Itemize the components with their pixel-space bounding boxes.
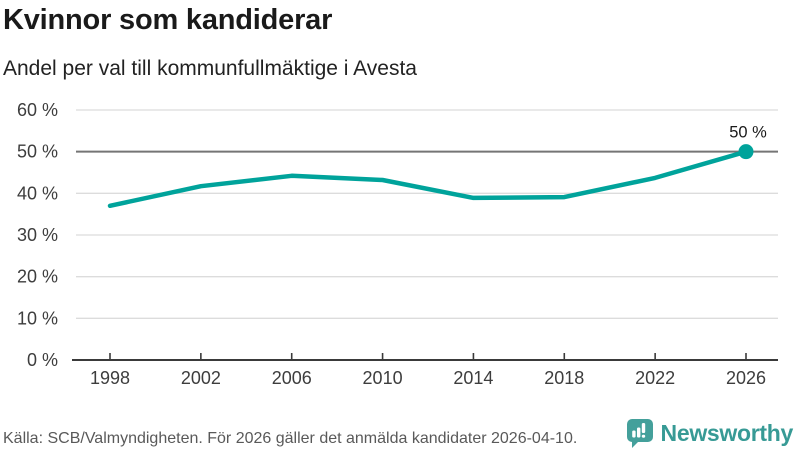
chart-subtitle: Andel per val till kommunfullmäktige i A… xyxy=(3,57,417,80)
x-tick-label: 2006 xyxy=(272,368,312,388)
y-tick-label: 50 % xyxy=(17,142,58,162)
end-point-value-label: 50 % xyxy=(729,124,767,142)
x-tick-label: 2022 xyxy=(635,368,675,388)
y-tick-label: 60 % xyxy=(17,100,58,120)
chart-footer: Källa: SCB/Valmyndigheten. För 2026 gäll… xyxy=(0,418,800,450)
x-tick-label: 2018 xyxy=(544,368,584,388)
y-tick-label: 10 % xyxy=(17,308,58,328)
y-tick-label: 30 % xyxy=(17,225,58,245)
y-tick-label: 20 % xyxy=(17,267,58,287)
line-chart: 0 % 10 % 20 % 30 % 40 % 50 % 60 % 1998 2002 2006 2… xyxy=(17,100,778,388)
x-tick-label: 1998 xyxy=(90,368,130,388)
newsworthy-wordmark: Newsworthy xyxy=(660,420,794,446)
end-point-marker xyxy=(738,144,754,160)
data-line xyxy=(107,149,749,209)
x-tick-label: 2026 xyxy=(726,368,766,388)
x-tick-label: 2002 xyxy=(181,368,221,388)
y-tick-label: 40 % xyxy=(17,183,58,203)
newsworthy-logo: Newsworthy xyxy=(626,418,793,449)
x-tick-label: 2014 xyxy=(453,368,493,388)
source-note: Källa: SCB/Valmyndigheten. För 2026 gäll… xyxy=(3,430,578,447)
y-tick-label: 0 % xyxy=(27,350,58,370)
newsworthy-speech-bubble-chart-icon xyxy=(626,419,653,448)
x-tick-label: 2010 xyxy=(363,368,403,388)
chart-title: Kvinnor som kandiderar xyxy=(3,4,333,36)
